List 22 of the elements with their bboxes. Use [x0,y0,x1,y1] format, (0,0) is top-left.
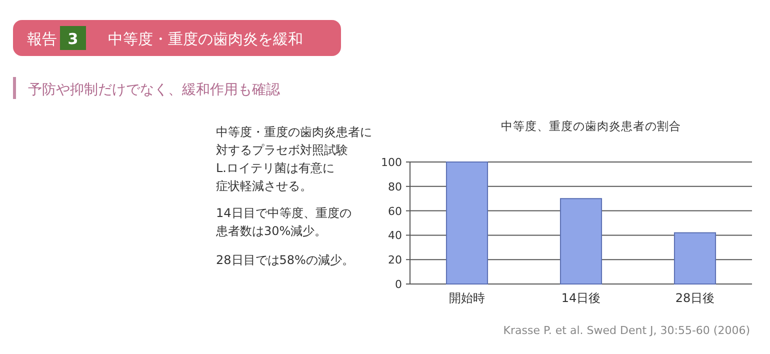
text: 予防や抑制だけでなく、緩和作用も確認 [28,82,280,98]
text: L.ロイテリ菌は有意に [216,161,334,175]
y-tick-label: 20 [388,254,402,267]
y-tick-label: 40 [388,229,402,242]
text: 28日目では58%の減少。 [216,253,354,267]
text: 症状軽減させる。 [216,179,312,193]
text: 中等度・重度の歯肉炎患者に [216,125,372,139]
text: 3 [68,30,78,48]
x-tick-label: 14日後 [561,291,601,305]
text: 中等度・重度の歯肉炎を緩和 [108,30,303,48]
y-tick-label: 100 [381,156,402,169]
y-tick-label: 0 [395,278,402,291]
text: 報告 [27,30,57,48]
text: 患者数は30%減少。 [215,224,327,238]
y-tick-label: 60 [388,204,402,218]
text: Krasse P. et al. Swed Dent J, 30:55-60 (2006) [503,324,750,337]
y-tick-label: 80 [388,180,402,194]
x-tick-label: 28日後 [675,291,715,305]
chart-title: 中等度、重度の歯肉炎患者の割合 [501,119,681,133]
text: 対するプラセボ対照試験 [216,143,348,157]
x-tick-label: 開始時 [449,291,485,305]
text: 14日目で中等度、重度の [216,206,352,220]
